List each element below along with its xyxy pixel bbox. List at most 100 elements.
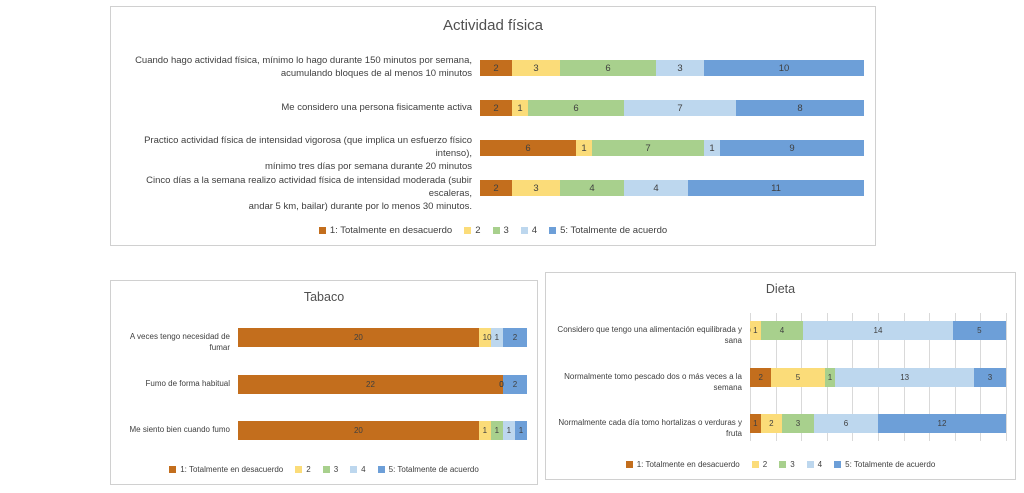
stacked-bar: 22 0 0 0 2	[238, 375, 527, 394]
legend-label: 3	[503, 225, 509, 236]
stacked-bar: 014145	[750, 321, 1006, 340]
category-label-line: andar 5 km, bailar) durante por lo menos…	[248, 200, 472, 212]
category-label-me-considero-una-persona-fisicamente-act: Me considero una persona fisicamente act…	[115, 102, 472, 115]
data-label: 20	[353, 426, 363, 435]
data-label: 2	[769, 419, 774, 428]
legend-swatch	[492, 227, 500, 234]
data-label: 0	[499, 380, 504, 389]
category-label-line: Cuando hago actividad física, mínimo lo …	[135, 55, 472, 67]
data-label: 22	[366, 380, 375, 389]
data-label: 4	[589, 182, 595, 194]
legend-swatch	[377, 466, 385, 473]
legend-label: 4	[531, 225, 538, 236]
activity-chart: Actividad física Cuando hago actividad fí…	[110, 6, 876, 246]
data-label: 12	[937, 419, 947, 428]
bar-segment-4: 13	[835, 368, 974, 387]
bar-segment-5: 10	[704, 60, 864, 76]
category-label-considero-que-tengo-una-alimentacion-equ: Considero que tengo una alimentación equ…	[550, 325, 742, 347]
diet-chart: Dieta Considero que tengo una alimentació…	[545, 272, 1016, 480]
bar-segment-1: 20	[238, 421, 479, 440]
data-label: 2	[493, 62, 499, 74]
bar-segment-5: 2	[502, 375, 527, 394]
data-label: 7	[645, 142, 651, 154]
legend-label: 2	[762, 460, 768, 469]
bar-segment-4: 1	[502, 421, 515, 440]
data-label: 0	[499, 380, 504, 389]
legend-item: 2	[295, 465, 311, 474]
legend-label: 5: Totalmente de acuerdo	[560, 225, 668, 236]
legend-item: 3	[322, 465, 338, 474]
stacked-bar: 2 1 6 7 8	[480, 100, 864, 116]
category-label-practico-actividad-fisica-de-intensidad-: Practico actividad física de intensidad …	[115, 135, 472, 173]
legend-label: 5: Totalmente de acuerdo	[388, 465, 479, 474]
category-label-line: Normalmente cada día tomo hortalizas o v…	[558, 418, 742, 438]
bar-segment-5: 2	[502, 328, 527, 347]
legend-label: 2	[475, 225, 481, 236]
bar-segment-3: 3	[781, 414, 814, 433]
bar-segment-1: 2	[750, 368, 772, 387]
bar-segment-1: 2	[480, 60, 512, 76]
legend-label: 4	[817, 460, 823, 469]
bar-segment-3: 6	[560, 60, 656, 76]
legend-item: 2	[464, 225, 481, 236]
data-label: 6	[573, 102, 579, 114]
data-label: 7	[677, 102, 683, 114]
data-label: 20	[353, 333, 363, 342]
legend-swatch	[464, 227, 472, 234]
category-label-line: Fumo de forma habitual	[145, 379, 231, 389]
legend-item: 5: Totalmente de acuerdo	[834, 460, 935, 469]
legend-label: 4	[361, 465, 366, 474]
category-label-line: Cinco días a la semana realizo actividad…	[146, 175, 472, 199]
legend-label: 1: Totalmente en desacuerdo	[329, 225, 453, 236]
data-label: 1	[482, 333, 488, 342]
bar-segment-5: 12	[877, 414, 1006, 433]
bar-segment-5: 1	[514, 421, 527, 440]
data-label: 3	[987, 373, 993, 382]
bar-segment-5: 9	[720, 140, 864, 156]
data-label: 1	[581, 142, 587, 154]
data-label: 1	[753, 419, 758, 428]
bar-segment-5: 3	[973, 368, 1006, 387]
legend-swatch	[318, 227, 326, 234]
bar-segment-4: 1	[490, 328, 503, 347]
bar-segment-1: 1	[750, 414, 761, 433]
bar-segment-2: 1	[478, 328, 491, 347]
legend-swatch	[779, 461, 787, 468]
data-label: 1	[494, 426, 500, 435]
legend-swatch	[806, 461, 814, 468]
data-label: 3	[533, 182, 539, 194]
legend-swatch	[322, 466, 330, 473]
bar-segment-2: 5	[771, 368, 825, 387]
bar-segment-1: 20	[238, 328, 479, 347]
bar-segment-1: 2	[480, 100, 512, 116]
category-label-line: mínimo tres días por semana durante 20 m…	[265, 160, 472, 172]
legend-item: 3	[779, 460, 795, 469]
category-label-line: A veces tengo necesidad de fumar	[129, 332, 230, 352]
stacked-bar: 1 2 3 6 12	[750, 414, 1006, 433]
stacked-bar: 2 3 6 3 10	[480, 60, 864, 76]
data-label: 3	[795, 419, 801, 428]
stacked-bar: 2 5 1 13 3	[750, 368, 1006, 387]
bar-segment-4: 7	[624, 100, 736, 116]
legend-item: 4	[520, 225, 538, 236]
data-label: 1	[827, 373, 833, 382]
data-label: 6	[843, 419, 849, 428]
legend-item: 4	[806, 460, 823, 469]
legend-item: 5: Totalmente de acuerdo	[549, 225, 667, 236]
category-label-line: acumulando bloques de al menos 10 minuto…	[280, 67, 472, 79]
data-label: 11	[771, 182, 781, 194]
bar-segment-1: 6	[480, 140, 576, 156]
data-label: 4	[653, 182, 659, 194]
data-label: 8	[797, 102, 803, 114]
data-label: 2	[493, 182, 499, 194]
data-label: 0	[487, 333, 492, 342]
category-label-line: Considero que tengo una alimentación equ…	[557, 325, 742, 345]
data-label: 10	[778, 62, 790, 74]
bar-segment-1: 22	[238, 375, 503, 394]
bar-segment-3: 4	[760, 321, 804, 340]
data-label: 3	[533, 62, 539, 74]
bar-segment-4: 4	[624, 180, 688, 196]
data-label: 1	[709, 142, 715, 154]
category-label-cuando-hago-actividad-fisica-minimo-lo-h: Cuando hago actividad física, mínimo lo …	[115, 55, 472, 81]
data-label: 1	[482, 426, 488, 435]
